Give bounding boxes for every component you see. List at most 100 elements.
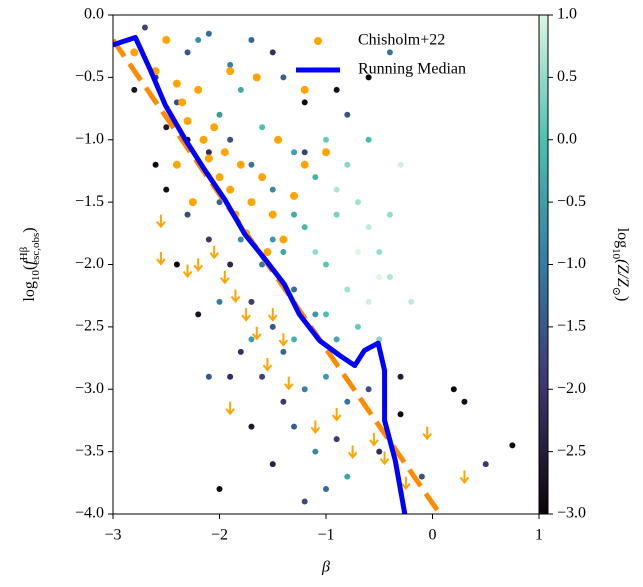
- sim-point: [227, 136, 234, 143]
- legend-marker: [314, 37, 322, 45]
- upper-limit-head: [220, 277, 230, 285]
- y-tick-label: −1.0: [75, 130, 104, 147]
- x-tick-label: 0: [429, 527, 437, 544]
- y-label-part: (: [21, 265, 38, 270]
- upper-limit: [369, 432, 379, 447]
- sim-point: [259, 261, 266, 268]
- sim-point: [301, 224, 308, 231]
- x-tick-label: 1: [535, 527, 543, 544]
- upper-limit-head: [369, 439, 379, 447]
- chisholm-point: [226, 185, 235, 194]
- sim-point: [269, 323, 276, 330]
- sim-point: [216, 298, 223, 305]
- sim-point: [312, 311, 319, 318]
- sim-point: [248, 423, 255, 430]
- sim-point: [184, 211, 191, 218]
- colorbar-label: log10(Z/Z⊙): [610, 228, 631, 302]
- colorbar-tick-label: 0.5: [557, 68, 577, 85]
- y-tick-label: 0.0: [84, 6, 104, 23]
- x-tick-label: −1: [317, 527, 334, 544]
- sim-point: [291, 423, 298, 430]
- sim-point: [195, 311, 202, 318]
- sim-point: [205, 149, 212, 156]
- sim-point: [376, 448, 383, 455]
- sim-point: [269, 49, 276, 56]
- chisholm-point: [226, 67, 235, 76]
- upper-limit: [283, 376, 294, 391]
- sim-point: [259, 373, 266, 380]
- colorbar-tick-label: −2.0: [557, 380, 586, 397]
- y-label-part: Hβ: [18, 246, 30, 260]
- sim-point: [280, 398, 287, 405]
- upper-limit: [156, 252, 166, 266]
- upper-limit-head: [283, 383, 294, 391]
- sim-point: [291, 286, 298, 293]
- colorbar-tick-label: −1.5: [557, 318, 586, 335]
- upper-limit: [220, 270, 230, 285]
- sim-point: [365, 298, 372, 305]
- sim-point: [173, 99, 180, 106]
- sim-point: [291, 149, 298, 156]
- sim-point: [269, 186, 276, 193]
- colorbar-label-part: ⊙: [610, 287, 622, 296]
- sim-point: [216, 486, 223, 493]
- sim-point: [237, 348, 244, 355]
- sim-point: [482, 461, 489, 468]
- chisholm-point: [258, 173, 267, 182]
- sim-point: [354, 323, 361, 330]
- sim-point: [344, 398, 351, 405]
- chisholm-point: [279, 235, 288, 244]
- chisholm-point: [322, 148, 330, 157]
- chisholm-point: [204, 154, 213, 163]
- sim-point: [269, 461, 276, 468]
- chisholm-point: [199, 135, 208, 144]
- colorbar-tick-label: −0.5: [557, 193, 586, 210]
- upper-limit-head: [331, 414, 342, 422]
- sim-point: [312, 249, 319, 256]
- sim-point: [386, 49, 393, 56]
- chisholm-point: [215, 173, 224, 182]
- colorbar-tick-label: −2.5: [557, 442, 586, 459]
- y-axis-label: log10(fHβesc,obs): [18, 227, 42, 301]
- upper-limit-head: [156, 220, 166, 229]
- chisholm-point: [172, 160, 181, 169]
- sim-point: [323, 136, 329, 143]
- upper-limit: [225, 401, 235, 416]
- colorbar-label-part: (Z/Z: [614, 259, 631, 288]
- sim-point: [376, 249, 383, 256]
- upper-limit-head: [209, 252, 219, 260]
- upper-limit-head: [156, 258, 166, 266]
- sim-point: [259, 124, 266, 131]
- colorbar-tick-label: 0.0: [557, 130, 577, 147]
- sim-point: [344, 286, 351, 293]
- upper-limit: [193, 258, 203, 272]
- sim-point: [163, 186, 170, 193]
- sim-point: [248, 298, 255, 305]
- upper-limit: [230, 289, 241, 304]
- upper-limit-head: [310, 426, 321, 435]
- sim-point: [280, 348, 287, 355]
- sim-point: [205, 236, 212, 243]
- sim-point: [333, 86, 340, 93]
- chisholm-point: [268, 210, 277, 219]
- sim-point: [386, 273, 393, 280]
- y-tick-label: −0.5: [75, 68, 104, 85]
- chisholm-point: [300, 160, 309, 169]
- sim-point: [301, 498, 308, 505]
- sim-point: [195, 36, 202, 43]
- legend-label: Running Median: [358, 61, 466, 78]
- sim-point: [141, 24, 148, 31]
- y-label-part: ): [21, 227, 38, 232]
- median-line: [113, 34, 408, 514]
- y-tick-label: −2.5: [75, 318, 104, 335]
- upper-limit: [422, 426, 432, 441]
- sim-point: [365, 136, 372, 143]
- sim-point: [376, 273, 383, 280]
- sim-point: [301, 386, 308, 393]
- sim-point: [280, 74, 287, 81]
- sim-point: [205, 373, 212, 380]
- chisholm-point: [162, 35, 171, 44]
- chisholm-point: [220, 148, 229, 157]
- sim-point: [333, 436, 340, 443]
